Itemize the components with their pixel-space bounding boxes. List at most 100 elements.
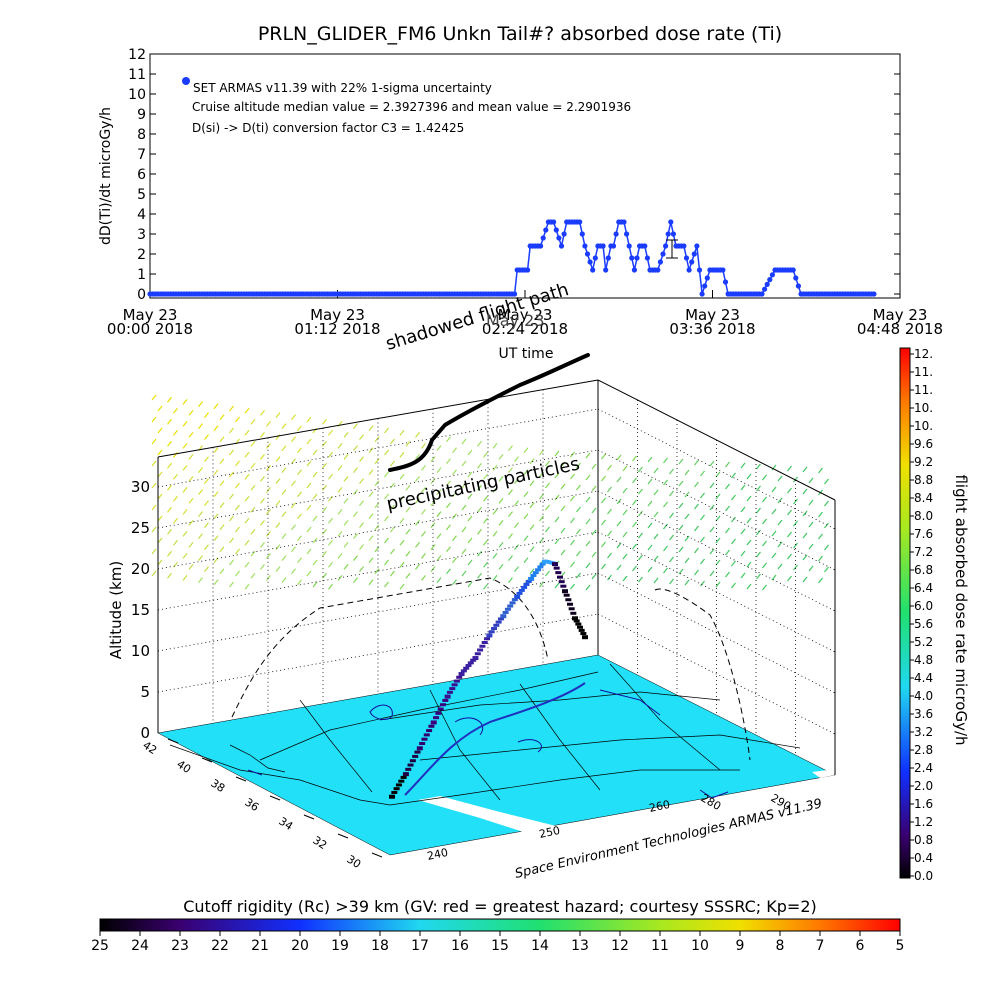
data-point [543, 227, 549, 233]
particle-mark [405, 550, 411, 557]
flight-path-point [532, 571, 539, 575]
particle-mark [291, 524, 296, 531]
grid-line [157, 490, 599, 570]
data-point [605, 255, 611, 261]
data-point [603, 267, 609, 273]
particle-mark [787, 531, 792, 538]
particle-mark [353, 467, 358, 473]
particle-mark [762, 474, 767, 481]
particle-mark [151, 460, 157, 467]
flight-path-point [467, 661, 474, 665]
particle-mark [467, 581, 473, 588]
particle-mark [585, 452, 591, 459]
colorbar-tick-label: 4.0 [914, 689, 933, 703]
particle-mark [322, 572, 327, 579]
particle-mark [250, 572, 256, 579]
particle-mark [694, 459, 699, 466]
data-point [655, 267, 661, 273]
particle-mark [328, 473, 333, 480]
particle-mark [446, 458, 451, 465]
legend-label: SET ARMAS v11.39 with 22% 1-sigma uncert… [193, 81, 492, 95]
particle-mark [545, 526, 550, 533]
particle-mark [368, 513, 374, 520]
particle-mark [483, 561, 488, 568]
particle-mark [390, 482, 395, 489]
particle-mark [508, 555, 513, 561]
particle-mark [715, 493, 721, 500]
particle-mark [591, 529, 597, 536]
annotation-conversion-factor: D(si) -> D(ti) conversion factor C3 = 1.… [192, 121, 464, 135]
particle-mark [725, 483, 730, 490]
colorbar-tick-label: 20 [291, 938, 309, 954]
flight-path-point [453, 679, 460, 683]
particle-mark [281, 533, 287, 539]
particle-mark [151, 482, 157, 489]
colorbar-tick-label: 1.6 [914, 797, 933, 811]
particle-mark [647, 500, 653, 507]
particle-mark [312, 537, 318, 544]
particle-mark [700, 492, 705, 499]
data-point [525, 267, 531, 273]
data-point [582, 243, 588, 249]
particle-mark [229, 559, 234, 566]
particle-mark [399, 473, 405, 480]
particle-mark [483, 451, 488, 458]
particle-mark [700, 514, 705, 521]
particle-mark [709, 526, 715, 533]
colorbar-tick-label: 5 [896, 938, 905, 954]
particle-mark [529, 568, 535, 575]
particle-mark [337, 509, 343, 515]
particle-mark [260, 520, 265, 526]
particle-mark [337, 487, 343, 493]
particle-mark [430, 544, 436, 550]
particle-mark [436, 467, 442, 473]
flight-path-point [446, 690, 453, 694]
particle-mark [390, 460, 395, 467]
flight-path-point [516, 591, 523, 595]
colorbar-tick-label: 8.4 [914, 491, 933, 505]
flight-path-point [444, 694, 451, 699]
flight-path-point [552, 562, 558, 567]
particle-mark [204, 434, 209, 440]
particle-mark [678, 546, 684, 553]
particle-mark [244, 517, 250, 524]
data-point [660, 251, 666, 257]
particle-mark [514, 478, 519, 484]
particle-mark [213, 535, 219, 542]
flight-path-point [421, 737, 428, 741]
particle-mark [508, 511, 513, 517]
data-point [626, 243, 632, 249]
particle-mark [266, 575, 271, 581]
particle-mark [421, 553, 426, 559]
particle-mark [198, 533, 203, 539]
particle-mark [229, 427, 234, 434]
particle-mark [312, 493, 318, 500]
particle-mark [653, 489, 659, 496]
particle-mark [824, 478, 829, 485]
colorbar-tick-label: 9 [736, 938, 745, 954]
particle-mark [421, 575, 426, 581]
cutoff-rigidity-colorbar: Cutoff rigidity (Rc) >39 km (GV: red = g… [91, 897, 904, 954]
colorbar-tick-label: 18 [371, 938, 389, 954]
particle-mark [182, 553, 188, 559]
particle-mark [157, 427, 163, 434]
particle-mark [740, 550, 746, 557]
particle-mark [219, 480, 225, 487]
particle-mark [570, 473, 575, 480]
particle-mark [281, 489, 287, 495]
particle-mark [514, 544, 519, 550]
map-ocean-white-2 [812, 770, 835, 778]
particle-mark [777, 563, 783, 570]
particle-mark [545, 482, 550, 489]
particle-mark [601, 475, 606, 482]
particle-mark [374, 436, 380, 443]
particle-mark [616, 476, 622, 483]
particle-mark [343, 432, 349, 438]
particle-mark [281, 445, 287, 451]
data-point [767, 277, 773, 283]
flight-path-point [575, 622, 582, 626]
particle-mark [793, 542, 798, 549]
particle-mark [560, 527, 566, 534]
particle-mark [622, 531, 628, 538]
grid-line [157, 449, 599, 529]
